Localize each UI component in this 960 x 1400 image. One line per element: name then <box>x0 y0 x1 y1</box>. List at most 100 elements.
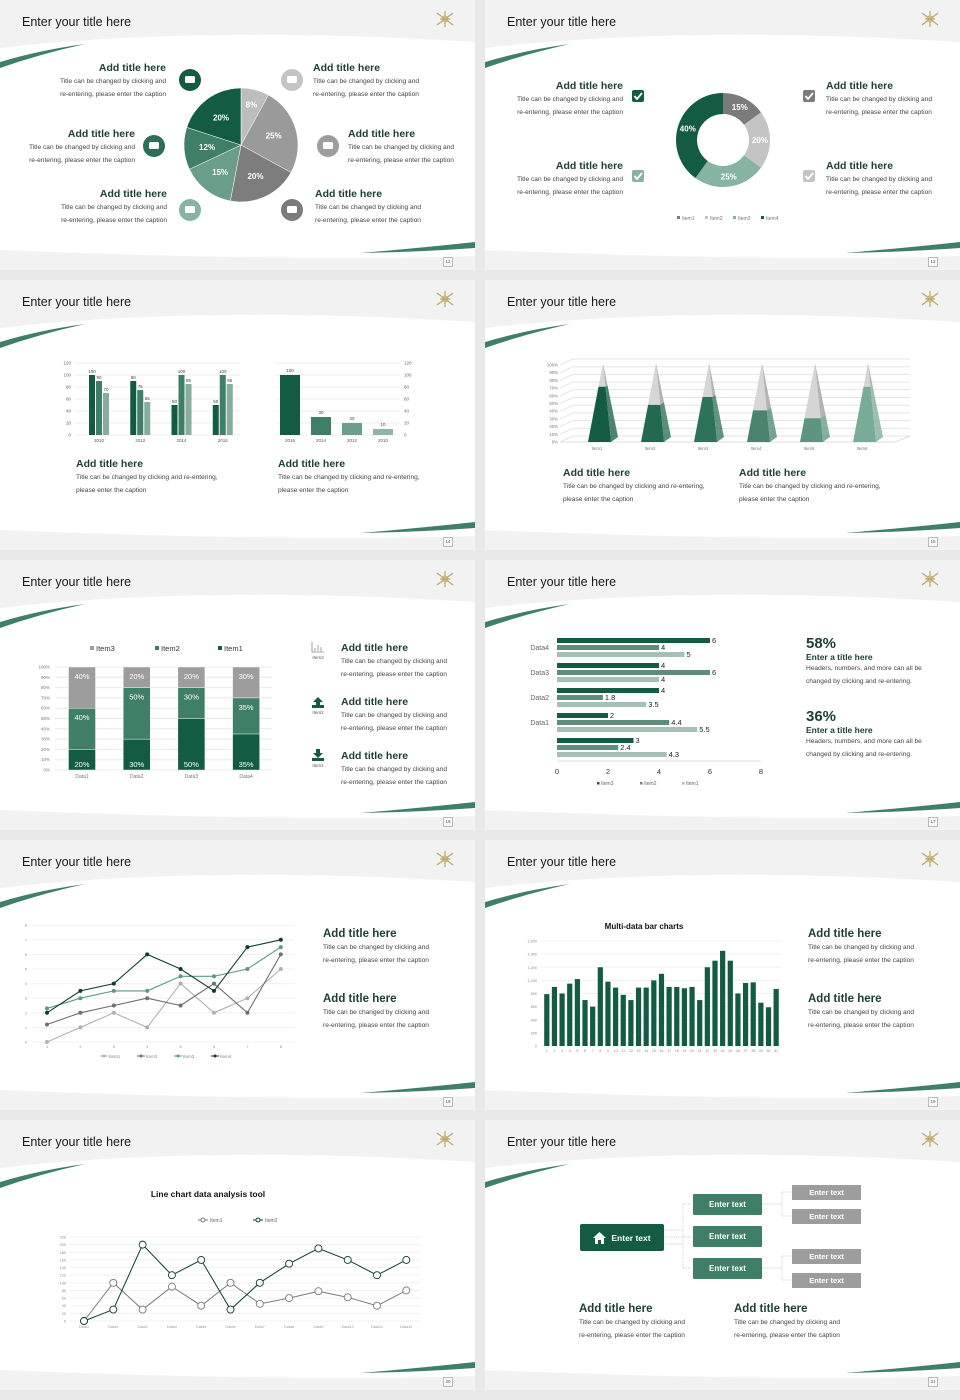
caption-line: re-entering, please enter the caption <box>734 1331 840 1339</box>
pyramid-fill <box>800 418 823 442</box>
x-tick: 8 <box>280 1045 282 1049</box>
pie-slice <box>186 87 242 146</box>
page-number: 12 <box>443 257 453 267</box>
pie-slice <box>230 144 292 203</box>
stat-block: 36% Enter a title here Headers, numbers, a… <box>806 708 922 761</box>
bar <box>178 375 185 435</box>
root-node[interactable]: Enter text <box>580 1224 664 1251</box>
bar-value: 100 <box>88 369 96 374</box>
logo-mark <box>436 11 454 27</box>
x-tick: 3 <box>113 1045 115 1049</box>
y-tick: 70% <box>41 695 50 700</box>
text-block: Add title here Title can be changed by cl… <box>341 750 447 789</box>
branch-node[interactable]: Enter text <box>693 1194 762 1215</box>
bar-value: 4.3 <box>669 750 679 759</box>
bar <box>635 987 642 1046</box>
x-tick: 13 <box>637 1049 641 1053</box>
y-tick: 0% <box>552 440 558 445</box>
bar-value: 85 <box>227 378 233 383</box>
page-number: 14 <box>443 537 453 547</box>
leaf-node[interactable]: Enter text <box>792 1249 861 1264</box>
swoosh-bottom <box>360 802 475 813</box>
leaf-node[interactable]: Enter text <box>792 1185 861 1200</box>
block-caption: Title can be changed by clicking and re-e… <box>323 1007 429 1032</box>
bar <box>735 993 741 1046</box>
y-tick: 120 <box>63 361 71 366</box>
checkbox-box <box>803 170 815 182</box>
bar-value: 75 <box>138 384 144 389</box>
y-tick: 70% <box>549 386 558 391</box>
bar <box>666 986 672 1046</box>
pyramid-top-side <box>603 363 608 387</box>
logo-ring <box>926 575 934 583</box>
legend-label: Item1 <box>686 781 699 787</box>
legend-marker <box>213 1054 217 1058</box>
check-mark <box>633 92 643 101</box>
bar-value: 6 <box>712 668 716 677</box>
caption-line: re-entering, please enter the caption <box>323 1021 429 1029</box>
text-block: Add title here Title can be changed by cl… <box>808 993 914 1032</box>
logo-ring <box>926 295 934 303</box>
caption-line: Title can be changed by clicking and <box>323 1009 430 1016</box>
y-tick: 0 <box>25 1041 27 1045</box>
bar <box>544 994 550 1046</box>
bar-value: 1.8 <box>605 693 615 702</box>
leaf-node[interactable]: Enter text <box>792 1273 861 1288</box>
slide-1: Enter your title here 12 8% 25% 20% 15% 12% 20%… <box>0 0 475 270</box>
content-area <box>485 594 960 818</box>
text-block: Add title here Title can be changed by cl… <box>29 128 135 167</box>
y-tick: 50% <box>549 401 558 406</box>
x-tick: 8 <box>599 1049 601 1053</box>
caption-line: Title can be changed by clicking and re-… <box>76 474 218 481</box>
data-point <box>373 1301 381 1310</box>
x-tick: 2016 <box>218 438 229 443</box>
legend-label: Item1 <box>682 216 695 222</box>
x-tick: 2014 <box>316 438 327 443</box>
icon-glyph <box>311 642 324 653</box>
leaf-node[interactable]: Enter text <box>792 1209 861 1224</box>
bar <box>582 1000 588 1046</box>
bar <box>311 417 331 435</box>
data-point <box>138 1305 147 1314</box>
page-number: 19 <box>928 1097 938 1107</box>
block-caption: Title can be changed by clicking and re-e… <box>341 764 447 789</box>
pyramid-fill-side <box>820 414 830 442</box>
donut-slice <box>676 93 723 179</box>
stacked-bar-segment <box>177 718 206 771</box>
caption-line: re-entering, please enter the caption <box>808 956 914 964</box>
y-tick: 120 <box>60 1274 66 1278</box>
bar <box>103 393 109 435</box>
data-point <box>109 1305 118 1314</box>
data-point <box>167 1271 176 1280</box>
block-heading: Add title here <box>563 467 631 479</box>
pyramid-fill <box>747 410 770 442</box>
data-point <box>78 996 83 1001</box>
data-point <box>314 1287 323 1296</box>
x-tick: 2014 <box>176 438 187 443</box>
stat-heading: Enter a title here <box>806 725 873 735</box>
slide-background <box>485 11 960 259</box>
branch-node[interactable]: Enter text <box>693 1226 762 1247</box>
y-tick: 60% <box>41 706 50 711</box>
branch-node[interactable]: Enter text <box>693 1258 762 1279</box>
legend-label: Item1 <box>109 1054 121 1059</box>
legend-label: Item2 <box>161 644 180 653</box>
x-tick: 7 <box>592 1049 594 1053</box>
logo-mark <box>921 571 939 587</box>
bar <box>137 390 144 435</box>
bar-value: 50 <box>172 399 178 404</box>
caption-line: Title can be changed by clicking and <box>808 1009 915 1016</box>
gridline <box>559 389 910 397</box>
pyramid-fill-side <box>605 385 618 442</box>
x-tick: Data6 <box>225 1325 235 1329</box>
logo-mark <box>436 291 454 307</box>
legend-swatch <box>155 646 159 650</box>
x-tick: 31 <box>774 1049 778 1053</box>
legend-label: Item3 <box>183 1054 195 1059</box>
bar <box>704 967 710 1046</box>
y-tick: 800 <box>531 992 537 996</box>
y-tick: 40 <box>404 409 410 414</box>
caption-line: Title can be changed by clicking and <box>808 944 915 951</box>
x-tick: Data3 <box>138 1325 148 1329</box>
bar-value: 100 <box>219 369 227 374</box>
